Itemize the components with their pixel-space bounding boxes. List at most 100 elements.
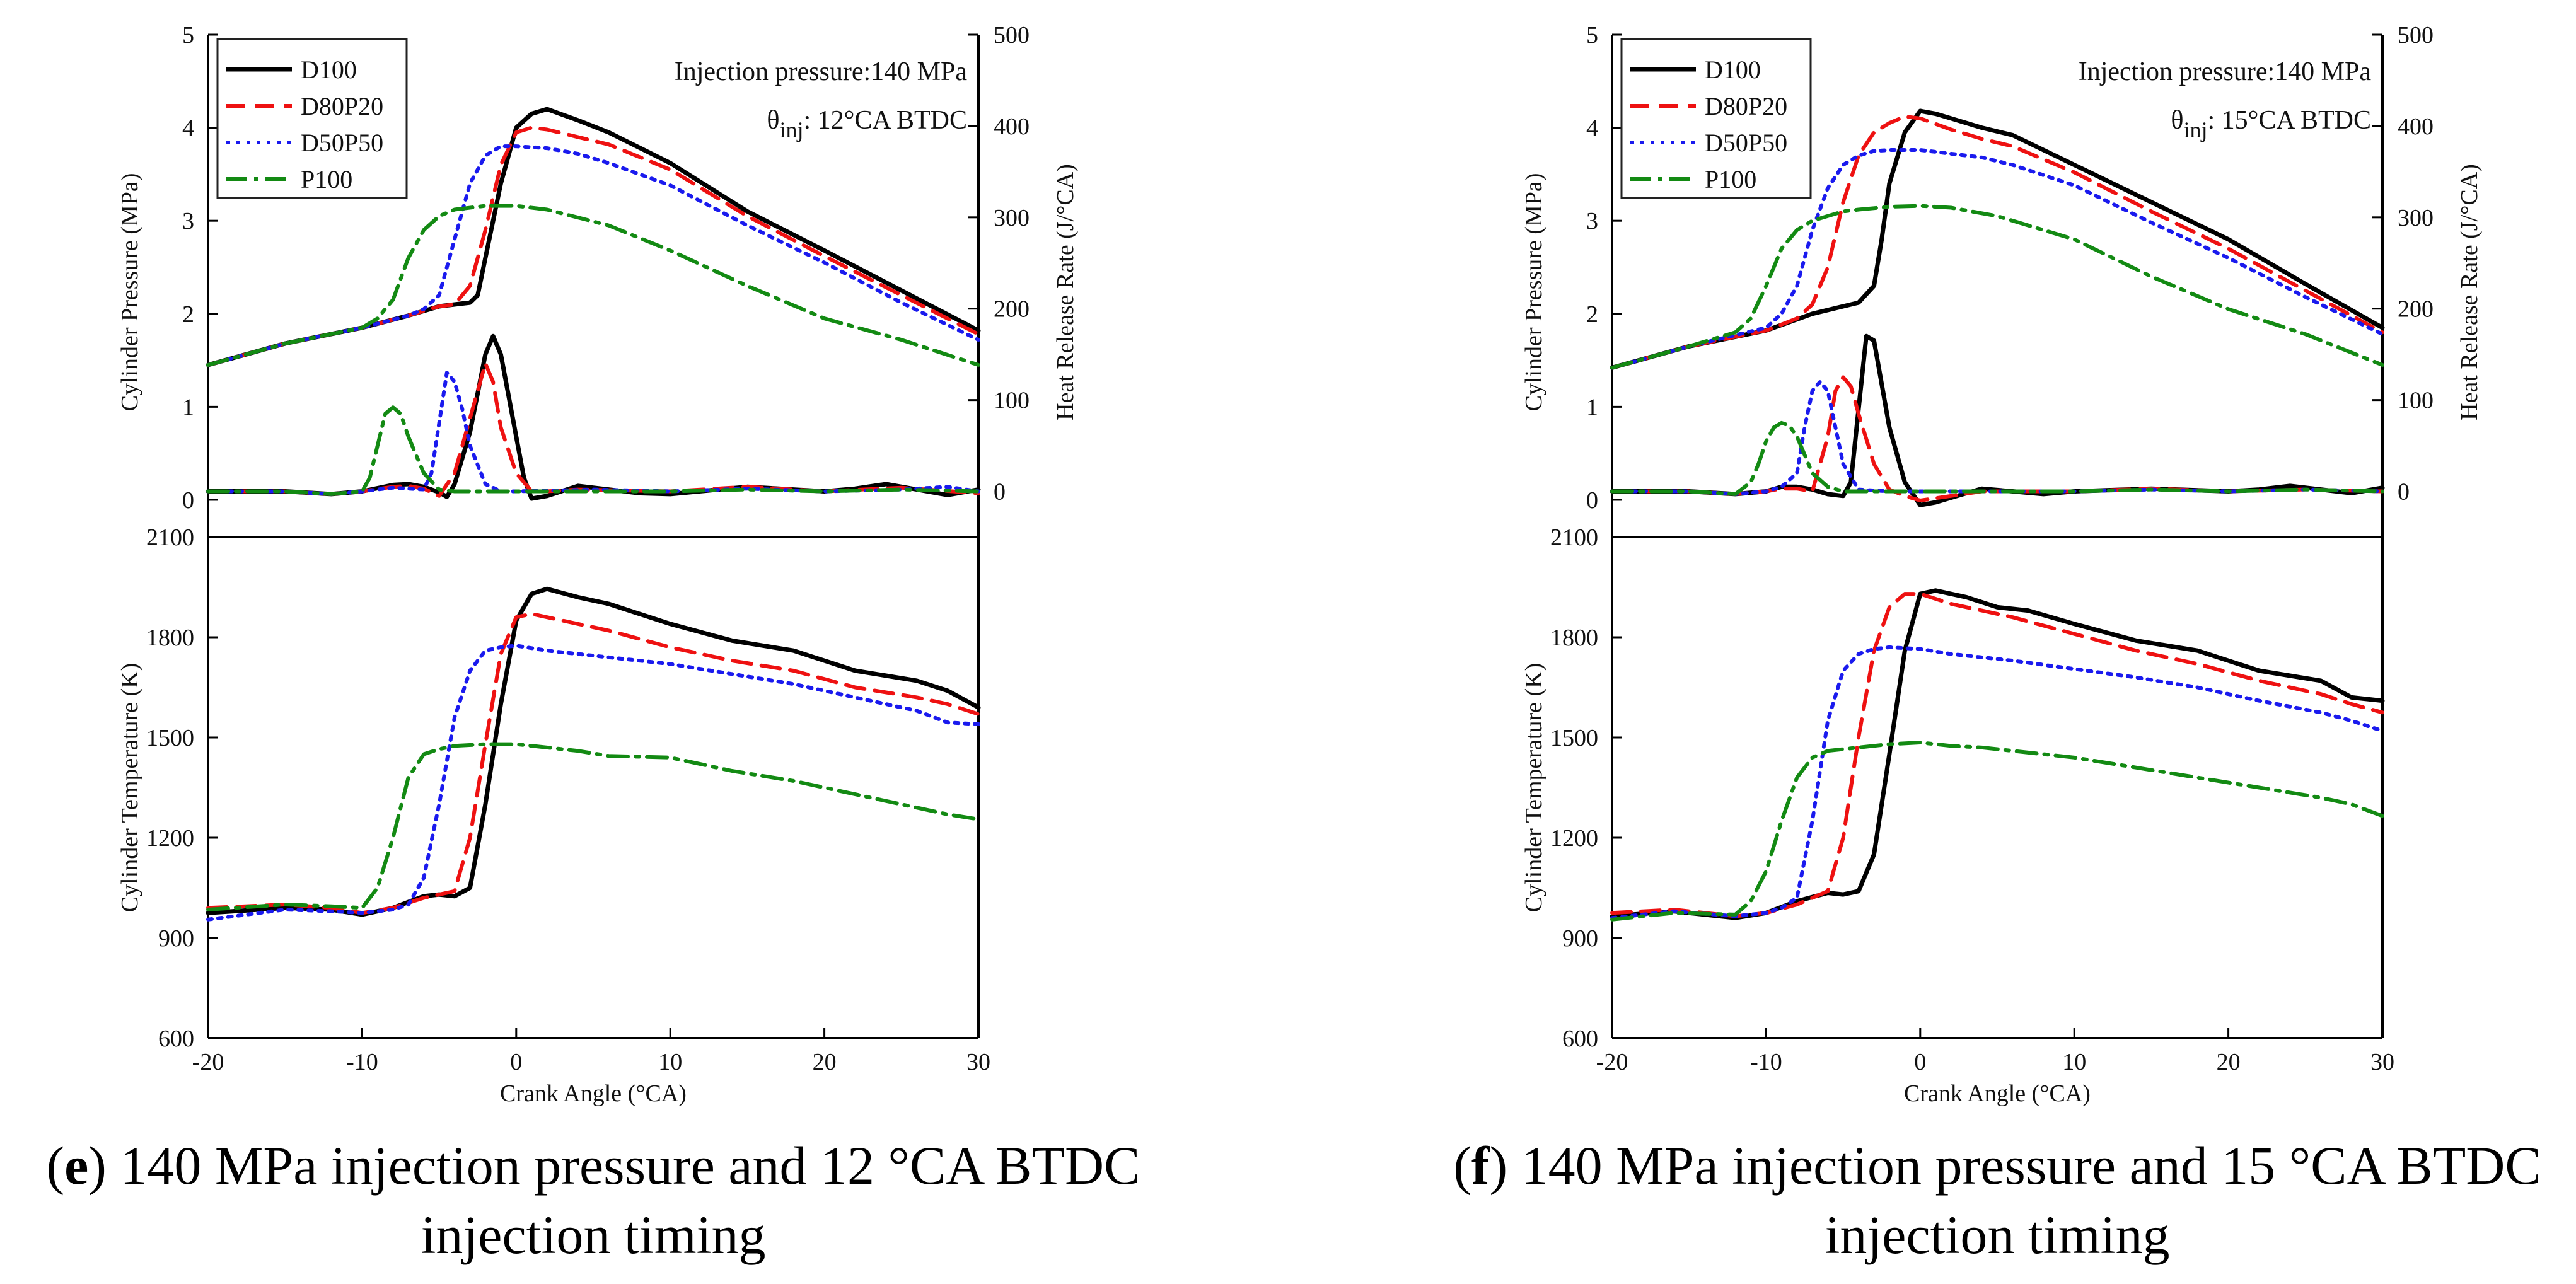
hrr-tick-label: 400: [2398, 113, 2434, 140]
temperature-tick-label: 600: [158, 1026, 194, 1052]
legend-label-d80p20: D80P20: [301, 92, 383, 120]
pressure-tick-label: 3: [1586, 208, 1598, 234]
hrr-series-p100: [206, 405, 980, 496]
legend-label-d50p50: D50P50: [301, 129, 383, 157]
temperature-tick-label: 1500: [1550, 725, 1598, 751]
temperature-tick-label: 1200: [146, 825, 194, 852]
hrr-tick-label: 300: [994, 205, 1030, 231]
pressure-tick-label: 5: [1586, 22, 1598, 49]
x-tick-label: -20: [1596, 1049, 1628, 1075]
temperature-series-d80p20: [1610, 592, 2384, 918]
pressure-tick-label: 0: [182, 487, 194, 514]
temperature-series-d80p20: [206, 611, 980, 915]
legend-label-d100: D100: [301, 55, 357, 84]
annotation-injection-timing: θinj: 12°CA BTDC: [767, 106, 967, 142]
temperature-axis-title: Cylinder Temperature (K): [117, 663, 143, 913]
panel-caption-line1: (e) 140 MPa injection pressure and 12 °C…: [46, 1135, 1140, 1196]
hrr-axis-title: Heat Release Rate (J/°CA): [2456, 164, 2483, 420]
hrr-tick-label: 100: [2398, 388, 2434, 414]
hrr-series-d100: [206, 333, 981, 501]
hrr-series-d80p20: [206, 361, 980, 498]
crank-angle-axis-title: Crank Angle (°CA): [500, 1080, 687, 1107]
legend: D100 D80P20 D50P50 P100: [1620, 38, 1812, 199]
x-tick-label: 20: [2217, 1049, 2241, 1075]
caption-paren: (: [1453, 1135, 1471, 1196]
x-tick-label: -20: [192, 1049, 224, 1075]
temperature-axis-title: Cylinder Temperature (K): [1521, 663, 1547, 913]
temperature-tick-label: 1800: [146, 625, 194, 651]
pressure-series-d50p50: [206, 144, 980, 367]
temperature-series-d100: [1610, 588, 2385, 920]
temperature-series-d50p50: [1610, 645, 2384, 920]
hrr-tick-label: 300: [2398, 205, 2434, 231]
hrr-tick-label: 500: [2398, 22, 2434, 49]
chart-panel-f: 0123450100200300400500600900120015001800…: [1453, 22, 2541, 1265]
pressure-tick-label: 4: [1586, 115, 1598, 142]
pressure-series-d100: [1610, 108, 2385, 370]
x-tick-label: 0: [1914, 1049, 1926, 1075]
x-tick-label: -10: [1750, 1049, 1782, 1075]
x-tick-label: 10: [2062, 1049, 2086, 1075]
pressure-tick-label: 2: [182, 301, 194, 328]
pressure-series-d50p50: [1610, 148, 2384, 370]
temperature-tick-label: 1800: [1550, 625, 1598, 651]
caption-letter: f: [1471, 1135, 1490, 1196]
hrr-tick-label: 200: [2398, 296, 2434, 323]
legend: D100 D80P20 D50P50 P100: [216, 38, 408, 199]
x-tick-label: 30: [966, 1049, 990, 1075]
crank-angle-axis-title: Crank Angle (°CA): [1904, 1080, 2091, 1107]
pressure-series-p100: [206, 204, 980, 367]
pressure-axis-title: Cylinder Pressure (MPa): [1521, 173, 1547, 412]
legend-box: [216, 38, 408, 199]
timing-value: : 12°CA BTDC: [803, 106, 967, 135]
hrr-series-d50p50: [1610, 379, 2384, 496]
temperature-series-d50p50: [206, 644, 980, 922]
temperature-series-d100: [206, 586, 981, 917]
hrr-series-d50p50: [206, 371, 980, 496]
temperature-tick-label: 600: [1562, 1026, 1598, 1052]
temperature-tick-label: 2100: [1550, 524, 1598, 551]
legend-label-p100: P100: [1705, 165, 1756, 194]
pressure-tick-label: 1: [1586, 394, 1598, 420]
pressure-tick-label: 0: [1586, 487, 1598, 514]
pressure-tick-label: 4: [182, 115, 194, 142]
legend-box: [1620, 38, 1812, 199]
hrr-tick-label: 500: [994, 22, 1030, 49]
caption-letter: e: [64, 1135, 88, 1196]
annotation-injection-pressure: Injection pressure:140 MPa: [675, 57, 968, 86]
hrr-series-p100: [1610, 420, 2384, 496]
temperature-tick-label: 1500: [146, 725, 194, 751]
panel-caption-line2: injection timing: [1825, 1205, 2170, 1265]
pressure-tick-label: 1: [182, 394, 194, 420]
hrr-tick-label: 0: [2398, 479, 2410, 506]
hrr-series-d80p20: [1610, 375, 2384, 502]
pressure-series-d80p20: [1610, 114, 2384, 370]
temperature-tick-label: 900: [158, 925, 194, 952]
pressure-tick-label: 5: [182, 22, 194, 49]
timing-symbol: θ: [2171, 106, 2183, 135]
temperature-series-p100: [1610, 741, 2384, 922]
legend-label-d80p20: D80P20: [1705, 92, 1787, 120]
hrr-axis-title: Heat Release Rate (J/°CA): [1052, 164, 1079, 420]
caption-text: ) 140 MPa injection pressure and 12 °CA …: [88, 1135, 1140, 1196]
timing-value: : 15°CA BTDC: [2207, 106, 2371, 135]
panel-caption-line2: injection timing: [421, 1205, 766, 1265]
temperature-tick-label: 1200: [1550, 825, 1598, 852]
panel-caption-line1: (f) 140 MPa injection pressure and 15 °C…: [1453, 1135, 2541, 1196]
annotation-injection-timing: θinj: 15°CA BTDC: [2171, 106, 2371, 142]
x-tick-label: 10: [658, 1049, 682, 1075]
x-tick-label: -10: [346, 1049, 378, 1075]
hrr-tick-label: 200: [994, 296, 1030, 323]
annotation-injection-pressure: Injection pressure:140 MPa: [2079, 57, 2372, 86]
legend-label-p100: P100: [301, 165, 352, 194]
chart-panel-e: 0123450100200300400500600900120015001800…: [46, 22, 1140, 1265]
hrr-tick-label: 0: [994, 479, 1006, 506]
temperature-tick-label: 900: [1562, 925, 1598, 952]
caption-paren: (: [46, 1135, 64, 1196]
x-tick-label: 30: [2370, 1049, 2394, 1075]
pressure-axis-title: Cylinder Pressure (MPa): [117, 173, 143, 412]
temperature-tick-label: 2100: [146, 524, 194, 551]
legend-label-d50p50: D50P50: [1705, 129, 1787, 157]
hrr-tick-label: 400: [994, 113, 1030, 140]
